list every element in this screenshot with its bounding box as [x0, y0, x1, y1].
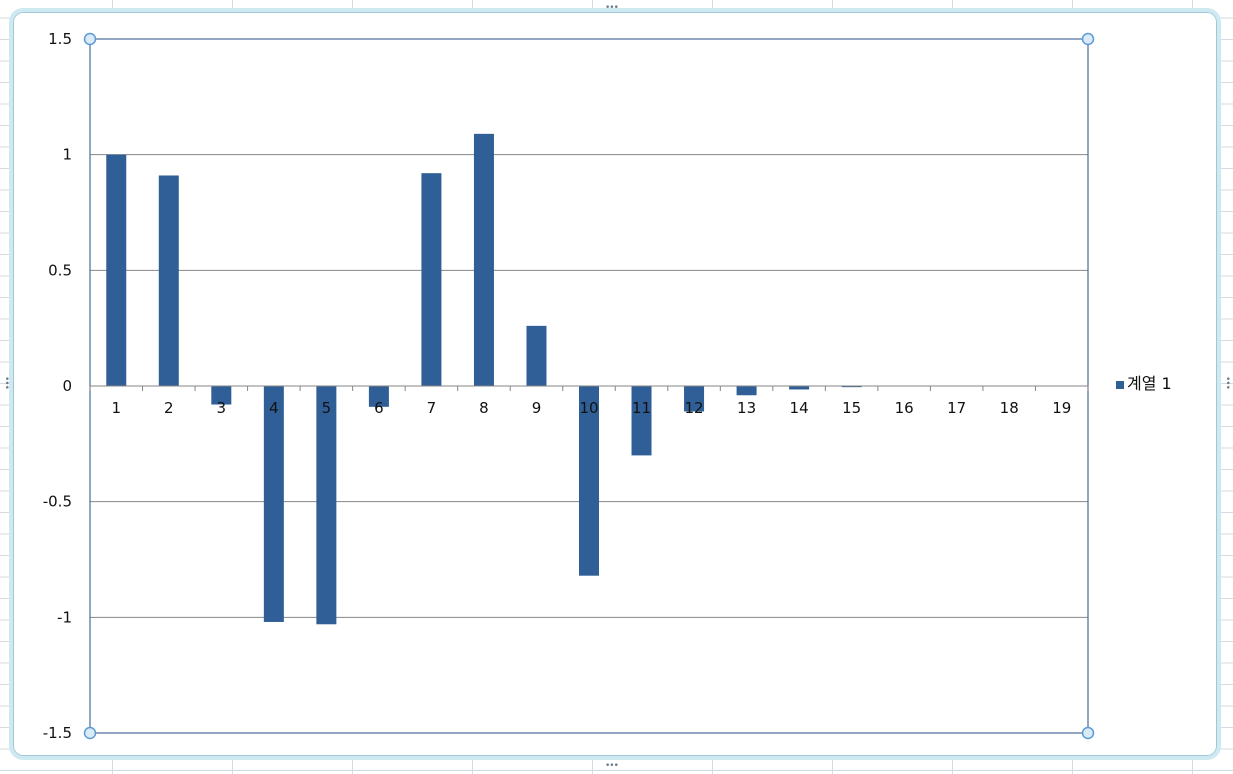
bar [736, 386, 757, 396]
bar [631, 386, 652, 456]
y-tick-label: -1.5 [43, 724, 72, 742]
legend-label: 계열 1 [1127, 374, 1172, 393]
selection-handle[interactable] [1081, 726, 1095, 740]
x-tick-label: 1 [111, 399, 121, 417]
bar [421, 173, 442, 386]
bar [841, 386, 862, 388]
bar [473, 133, 494, 386]
y-axis: 1.5 1 0.5 0 -0.5 -1 -1.5 [43, 30, 72, 742]
bar [684, 386, 705, 412]
x-tick-label: 14 [790, 399, 809, 417]
bar [789, 386, 810, 390]
bar [158, 175, 179, 386]
x-tick-label: 8 [479, 399, 489, 417]
bar [263, 386, 284, 622]
x-tick-label: 6 [374, 399, 384, 417]
y-tick-label: 1.5 [48, 30, 72, 48]
x-tick-label: 2 [164, 399, 174, 417]
x-axis: 1 2 3 4 5 6 7 8 9 10 11 12 13 14 15 16 17 18 19 [89, 385, 1089, 417]
bars-series-1 [106, 133, 862, 625]
x-tick-label: 15 [842, 399, 861, 417]
x-tick-label: 3 [217, 399, 227, 417]
y-tick-label: 0 [62, 377, 72, 395]
chart-object-frame[interactable] [9, 8, 1221, 760]
bar [368, 386, 389, 407]
x-tick-label: 16 [895, 399, 914, 417]
x-tick-label: 12 [685, 399, 704, 417]
bar [316, 386, 337, 625]
x-tick-label: 9 [532, 399, 542, 417]
x-tick-label: 18 [1000, 399, 1019, 417]
x-tick-label: 7 [427, 399, 437, 417]
y-tick-label: 0.5 [48, 261, 72, 279]
x-tick-label: 13 [737, 399, 756, 417]
resize-grip-right[interactable]: ••• [1222, 376, 1232, 389]
y-tick-label: -0.5 [43, 493, 72, 511]
y-tick-label: -1 [57, 608, 72, 626]
x-tick-label: 4 [269, 399, 279, 417]
bar [106, 154, 127, 386]
bar [579, 386, 599, 576]
x-tick-label: 5 [322, 399, 332, 417]
selection-handle[interactable] [83, 32, 97, 46]
bar [526, 325, 547, 386]
y-tick-label: 1 [62, 146, 72, 164]
plot-area-handles[interactable] [83, 32, 1095, 740]
resize-grip-top[interactable]: ••• [605, 3, 619, 13]
x-tick-label: 10 [579, 399, 598, 417]
legend-swatch [1116, 381, 1124, 389]
legend[interactable]: 계열 1 [1116, 374, 1172, 393]
x-tick-label: 17 [947, 399, 966, 417]
selection-handle[interactable] [83, 726, 97, 740]
resize-grip-bottom[interactable]: ••• [605, 761, 619, 771]
x-tick-label: 19 [1052, 399, 1071, 417]
selection-handle[interactable] [1081, 32, 1095, 46]
resize-grip-left[interactable]: ••• [1, 376, 11, 389]
bar [211, 386, 232, 405]
x-tick-label: 11 [632, 399, 651, 417]
